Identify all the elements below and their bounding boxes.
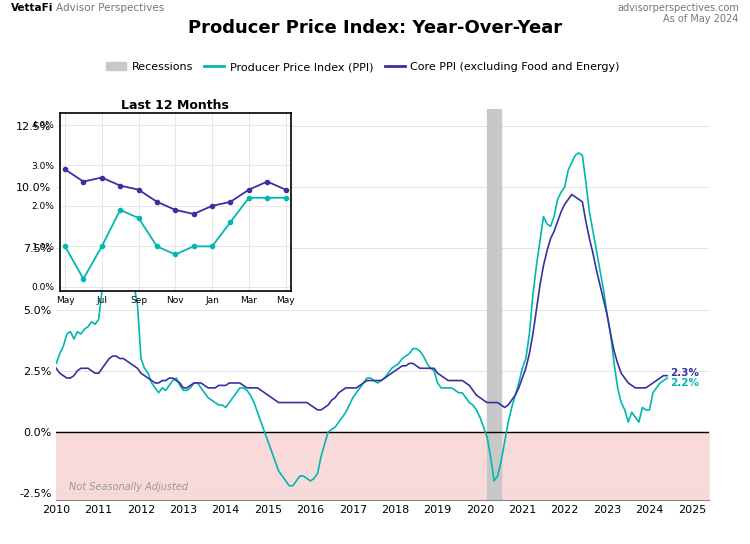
Legend: Recessions, Producer Price Index (PPI), Core PPI (excluding Food and Energy): Recessions, Producer Price Index (PPI), …: [102, 58, 624, 77]
Text: 2.3%: 2.3%: [670, 368, 700, 378]
Text: Producer Price Index: Year-Over-Year: Producer Price Index: Year-Over-Year: [188, 19, 562, 37]
Text: 2.2%: 2.2%: [670, 378, 700, 388]
Text: Not Seasonally Adjusted: Not Seasonally Adjusted: [69, 482, 188, 492]
Bar: [487, 109, 501, 500]
Text: Advisor Perspectives: Advisor Perspectives: [56, 3, 164, 13]
Text: advisorperspectives.com
As of May 2024: advisorperspectives.com As of May 2024: [616, 3, 739, 24]
Text: VettaFi: VettaFi: [11, 3, 54, 13]
